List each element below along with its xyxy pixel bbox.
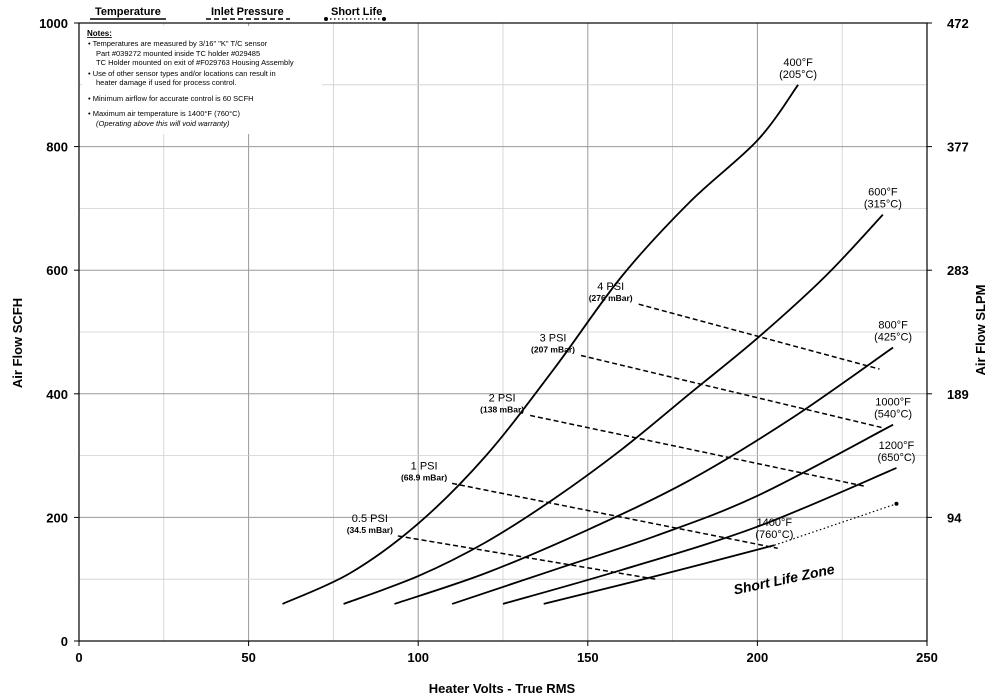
- notes-box: Notes:• Temperatures are measured by 3/1…: [82, 26, 322, 134]
- temperature-curve: [451, 423, 894, 605]
- temperature-curve-label: 600°F: [868, 187, 898, 199]
- notes-line: • Temperatures are measured by 3/16" "K"…: [88, 39, 268, 48]
- temperature-curve-label: 800°F: [878, 319, 908, 331]
- y2-axis-title: Air Flow SLPM: [973, 285, 988, 376]
- y-tick-label: 1000: [39, 16, 68, 31]
- y-tick-label: 600: [46, 263, 68, 278]
- pressure-line-label: 4 PSI: [597, 281, 624, 293]
- temperature-curve-label-c: (425°C): [874, 331, 912, 343]
- pressure-line: [580, 354, 884, 429]
- temperature-curve: [343, 213, 884, 605]
- temperature-curve-label-c: (315°C): [864, 199, 902, 211]
- pressure-line: [397, 535, 656, 580]
- pressure-line-sublabel: (138 mBar): [480, 404, 524, 414]
- temperature-curve-label: 1400°F: [757, 517, 793, 529]
- y2-tick-label: 94: [947, 510, 962, 525]
- y-tick-label: 400: [46, 387, 68, 402]
- temperature-curve-label-c: (540°C): [874, 409, 912, 421]
- temperature-curve: [502, 467, 897, 605]
- x-tick-label: 50: [241, 650, 255, 665]
- temperature-curve: [543, 544, 775, 605]
- y-tick-label: 200: [46, 510, 68, 525]
- axes: 0 50 100 150 200 250 0 200 400 600 800 1000 94 189 283…: [39, 16, 969, 665]
- notes-line: heater damage if used for process contro…: [96, 78, 237, 87]
- temperature-curves: [282, 84, 897, 605]
- y2-tick-label: 189: [947, 387, 969, 402]
- notes-line: Part #039272 mounted inside TC holder #0…: [96, 49, 260, 58]
- y2-tick-label: 283: [947, 263, 969, 278]
- notes-line: TC Holder mounted on exit of #F029763 Ho…: [96, 58, 294, 67]
- short-life-endpoint: [894, 501, 899, 506]
- x-axis-title: Heater Volts - True RMS: [429, 681, 576, 696]
- notes-line: • Use of other sensor types and/or locat…: [88, 69, 276, 78]
- x-tick-label: 150: [577, 650, 599, 665]
- legend-dot: [324, 17, 328, 21]
- temperature-curve-label: 1200°F: [879, 440, 915, 452]
- legend-dot: [382, 17, 386, 21]
- notes-background: [82, 26, 322, 134]
- x-tick-label: 250: [916, 650, 938, 665]
- y-tick-label: 800: [46, 140, 68, 155]
- notes-line: • Minimum airflow for accurate control i…: [88, 94, 254, 103]
- temperature-curve-label: 1000°F: [875, 397, 911, 409]
- pressure-line-sublabel: (276 mBar): [589, 293, 633, 303]
- short-life-dotted-line: [774, 503, 897, 546]
- x-tick-label: 100: [407, 650, 429, 665]
- pressure-line: [529, 414, 867, 488]
- y-axis-title: Air Flow SCFH: [10, 298, 25, 388]
- pressure-lines: [397, 303, 884, 580]
- x-tick-label: 200: [747, 650, 769, 665]
- y-tick-label: 0: [61, 634, 68, 649]
- temperature-curve-label-c: (205°C): [779, 69, 817, 81]
- notes-title: Notes:: [87, 29, 112, 38]
- notes-line: • Maximum air temperature is 1400°F (760…: [88, 109, 241, 118]
- pressure-line-sublabel: (34.5 mBar): [347, 525, 393, 535]
- temperature-curve-label-c: (650°C): [877, 452, 915, 464]
- pressure-line-label: 1 PSI: [411, 460, 438, 472]
- temperature-curve-label-c: (760°C): [755, 529, 793, 541]
- legend-label: Short Life: [331, 6, 382, 18]
- curve-labels: 400°F(205°C) 600°F(315°C) 800°F(425°C) 1000…: [347, 57, 916, 541]
- plot-frame: [78, 22, 928, 642]
- x-tick-label: 0: [75, 650, 82, 665]
- short-life-line: [774, 501, 899, 546]
- temperature-curve: [394, 346, 894, 605]
- notes-line: (Operating above this will void warranty…: [96, 119, 230, 128]
- pressure-line-label: 0.5 PSI: [352, 513, 388, 525]
- pressure-line-label: 3 PSI: [540, 332, 567, 344]
- legend-label: Inlet Pressure: [211, 6, 284, 18]
- pressure-line-label: 2 PSI: [489, 392, 516, 404]
- legend: Temperature Inlet Pressure Short Life: [90, 6, 386, 21]
- y2-tick-label: 472: [947, 16, 969, 31]
- legend-label: Temperature: [95, 6, 161, 18]
- pressure-line: [638, 303, 880, 370]
- temperature-curve-label: 400°F: [783, 57, 813, 69]
- pressure-line-sublabel: (207 mBar): [531, 344, 575, 354]
- pressure-line-sublabel: (68.9 mBar): [401, 472, 447, 482]
- temperature-curve: [282, 84, 799, 605]
- y2-tick-label: 377: [947, 140, 969, 155]
- pressure-line: [451, 482, 778, 550]
